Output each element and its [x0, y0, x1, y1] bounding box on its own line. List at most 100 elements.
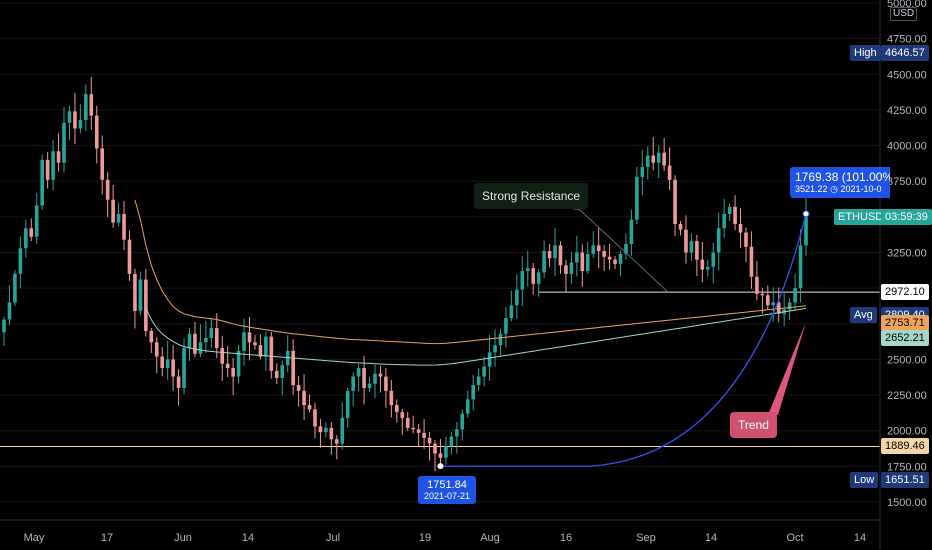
- currency-label: USD: [890, 7, 918, 21]
- candle-body: [498, 333, 503, 346]
- candle-body: [564, 265, 568, 274]
- candle-body: [122, 214, 126, 240]
- candle-body: [384, 376, 388, 391]
- low-point-marker[interactable]: [437, 463, 444, 470]
- candle-body: [225, 363, 230, 368]
- candle-body: [766, 295, 770, 306]
- candle-body: [569, 262, 574, 274]
- trend-note[interactable]: Trend: [730, 412, 777, 438]
- candle-body: [176, 376, 181, 388]
- trend-curve[interactable]: [440, 213, 807, 467]
- time-tick-label: 19: [419, 532, 431, 544]
- candle-body: [525, 268, 530, 272]
- candle-body: [231, 367, 235, 377]
- candle-body: [62, 122, 66, 163]
- candle-body: [171, 359, 175, 377]
- candle-body: [509, 305, 514, 319]
- gain-label[interactable]: 1769.38 (101.00% 3521.22 ◷ 2021-10-0: [790, 167, 890, 198]
- candle-body: [236, 350, 241, 377]
- candle-body: [444, 446, 448, 458]
- candle-body: [144, 279, 148, 331]
- current-point-marker[interactable]: [802, 210, 810, 218]
- candle-body: [220, 348, 225, 364]
- candle-body: [34, 205, 39, 237]
- candle-body: [138, 279, 143, 311]
- candle-body: [367, 383, 372, 388]
- candle-body: [542, 251, 546, 273]
- low-price-value: 1751.84: [427, 479, 467, 491]
- candle-body: [73, 111, 77, 129]
- candle-body: [607, 256, 612, 260]
- clock-icon: ◷: [830, 184, 838, 194]
- candle-body: [324, 427, 328, 433]
- candle-body: [356, 367, 361, 377]
- candle-body: [94, 115, 99, 149]
- candle-body: [296, 385, 301, 391]
- candle-body: [307, 405, 312, 410]
- candle-body: [165, 359, 170, 368]
- candle-body: [40, 159, 44, 206]
- candle-body: [280, 365, 285, 378]
- price-tick-label: 1750.00: [887, 461, 927, 473]
- low-price-label[interactable]: 1751.84 2021-07-21: [418, 476, 477, 504]
- strong-resistance-note[interactable]: Strong Resistance: [474, 183, 589, 209]
- candle-body: [335, 439, 339, 444]
- price-tick-label: 2500.00: [887, 354, 927, 366]
- candle-body: [100, 148, 105, 180]
- candle-body: [531, 268, 536, 284]
- price-tick-label: 4000.00: [887, 141, 927, 153]
- candle-body: [493, 345, 497, 353]
- candle-body: [411, 427, 415, 430]
- time-tick-label: 14: [854, 532, 866, 544]
- candle-body: [373, 373, 377, 384]
- candle-body: [776, 302, 781, 314]
- time-axis[interactable]: May 17 Jun 14 Jul 19 Aug 16 Sep 14 Oct 14: [0, 0, 881, 550]
- candle-body: [684, 229, 688, 253]
- candle-body: [433, 443, 437, 454]
- gain-price: 3521.22: [795, 184, 828, 194]
- candle-body: [744, 232, 748, 247]
- candle-body: [695, 241, 699, 260]
- candle-body: [455, 429, 459, 437]
- candle-body: [553, 245, 557, 259]
- candle-body: [111, 199, 115, 223]
- price-tag-label: Avg: [850, 307, 877, 324]
- candle-body: [378, 373, 383, 377]
- candle-body: [318, 426, 323, 433]
- candle-body: [18, 248, 23, 274]
- price-tag-value: 2753.71: [881, 315, 929, 332]
- price-tag-value: 1651.51: [881, 472, 929, 489]
- symbol-tag[interactable]: ETHUSD: [834, 208, 888, 225]
- candle-body: [329, 427, 334, 440]
- resistance-pointer: [559, 205, 669, 293]
- candle-body: [755, 276, 759, 294]
- candle-body: [536, 272, 541, 284]
- time-tick-label: Sep: [636, 532, 656, 544]
- candle-body: [242, 332, 246, 351]
- candle-body: [395, 405, 399, 413]
- candle-body: [51, 151, 55, 180]
- candle-body: [629, 219, 634, 244]
- candle-body: [269, 336, 274, 371]
- candle-body: [722, 214, 726, 229]
- price-axis[interactable]: 1500.001750.002000.002250.002500.002750.…: [887, 0, 927, 509]
- candle-body: [258, 345, 263, 357]
- price-tag-value: 1889.46: [881, 438, 929, 455]
- time-tick-label: Jul: [326, 532, 340, 544]
- ma-line-teal[interactable]: [145, 307, 807, 366]
- time-tick-label: Aug: [480, 532, 500, 544]
- price-tag-value: 2652.21: [881, 329, 929, 346]
- candle-body: [749, 246, 754, 277]
- ma-line-orange[interactable]: [134, 199, 807, 345]
- countdown-tag: 03:59:39: [881, 208, 932, 225]
- candle-body: [187, 333, 192, 349]
- candle-body: [13, 273, 17, 303]
- candle-body: [504, 318, 508, 334]
- candle-body: [45, 159, 50, 180]
- candle-body: [673, 179, 677, 224]
- candle-body: [149, 330, 154, 343]
- candle-body: [482, 366, 486, 377]
- moving-average-layer: [134, 199, 807, 366]
- price-tag-label: High: [850, 45, 881, 62]
